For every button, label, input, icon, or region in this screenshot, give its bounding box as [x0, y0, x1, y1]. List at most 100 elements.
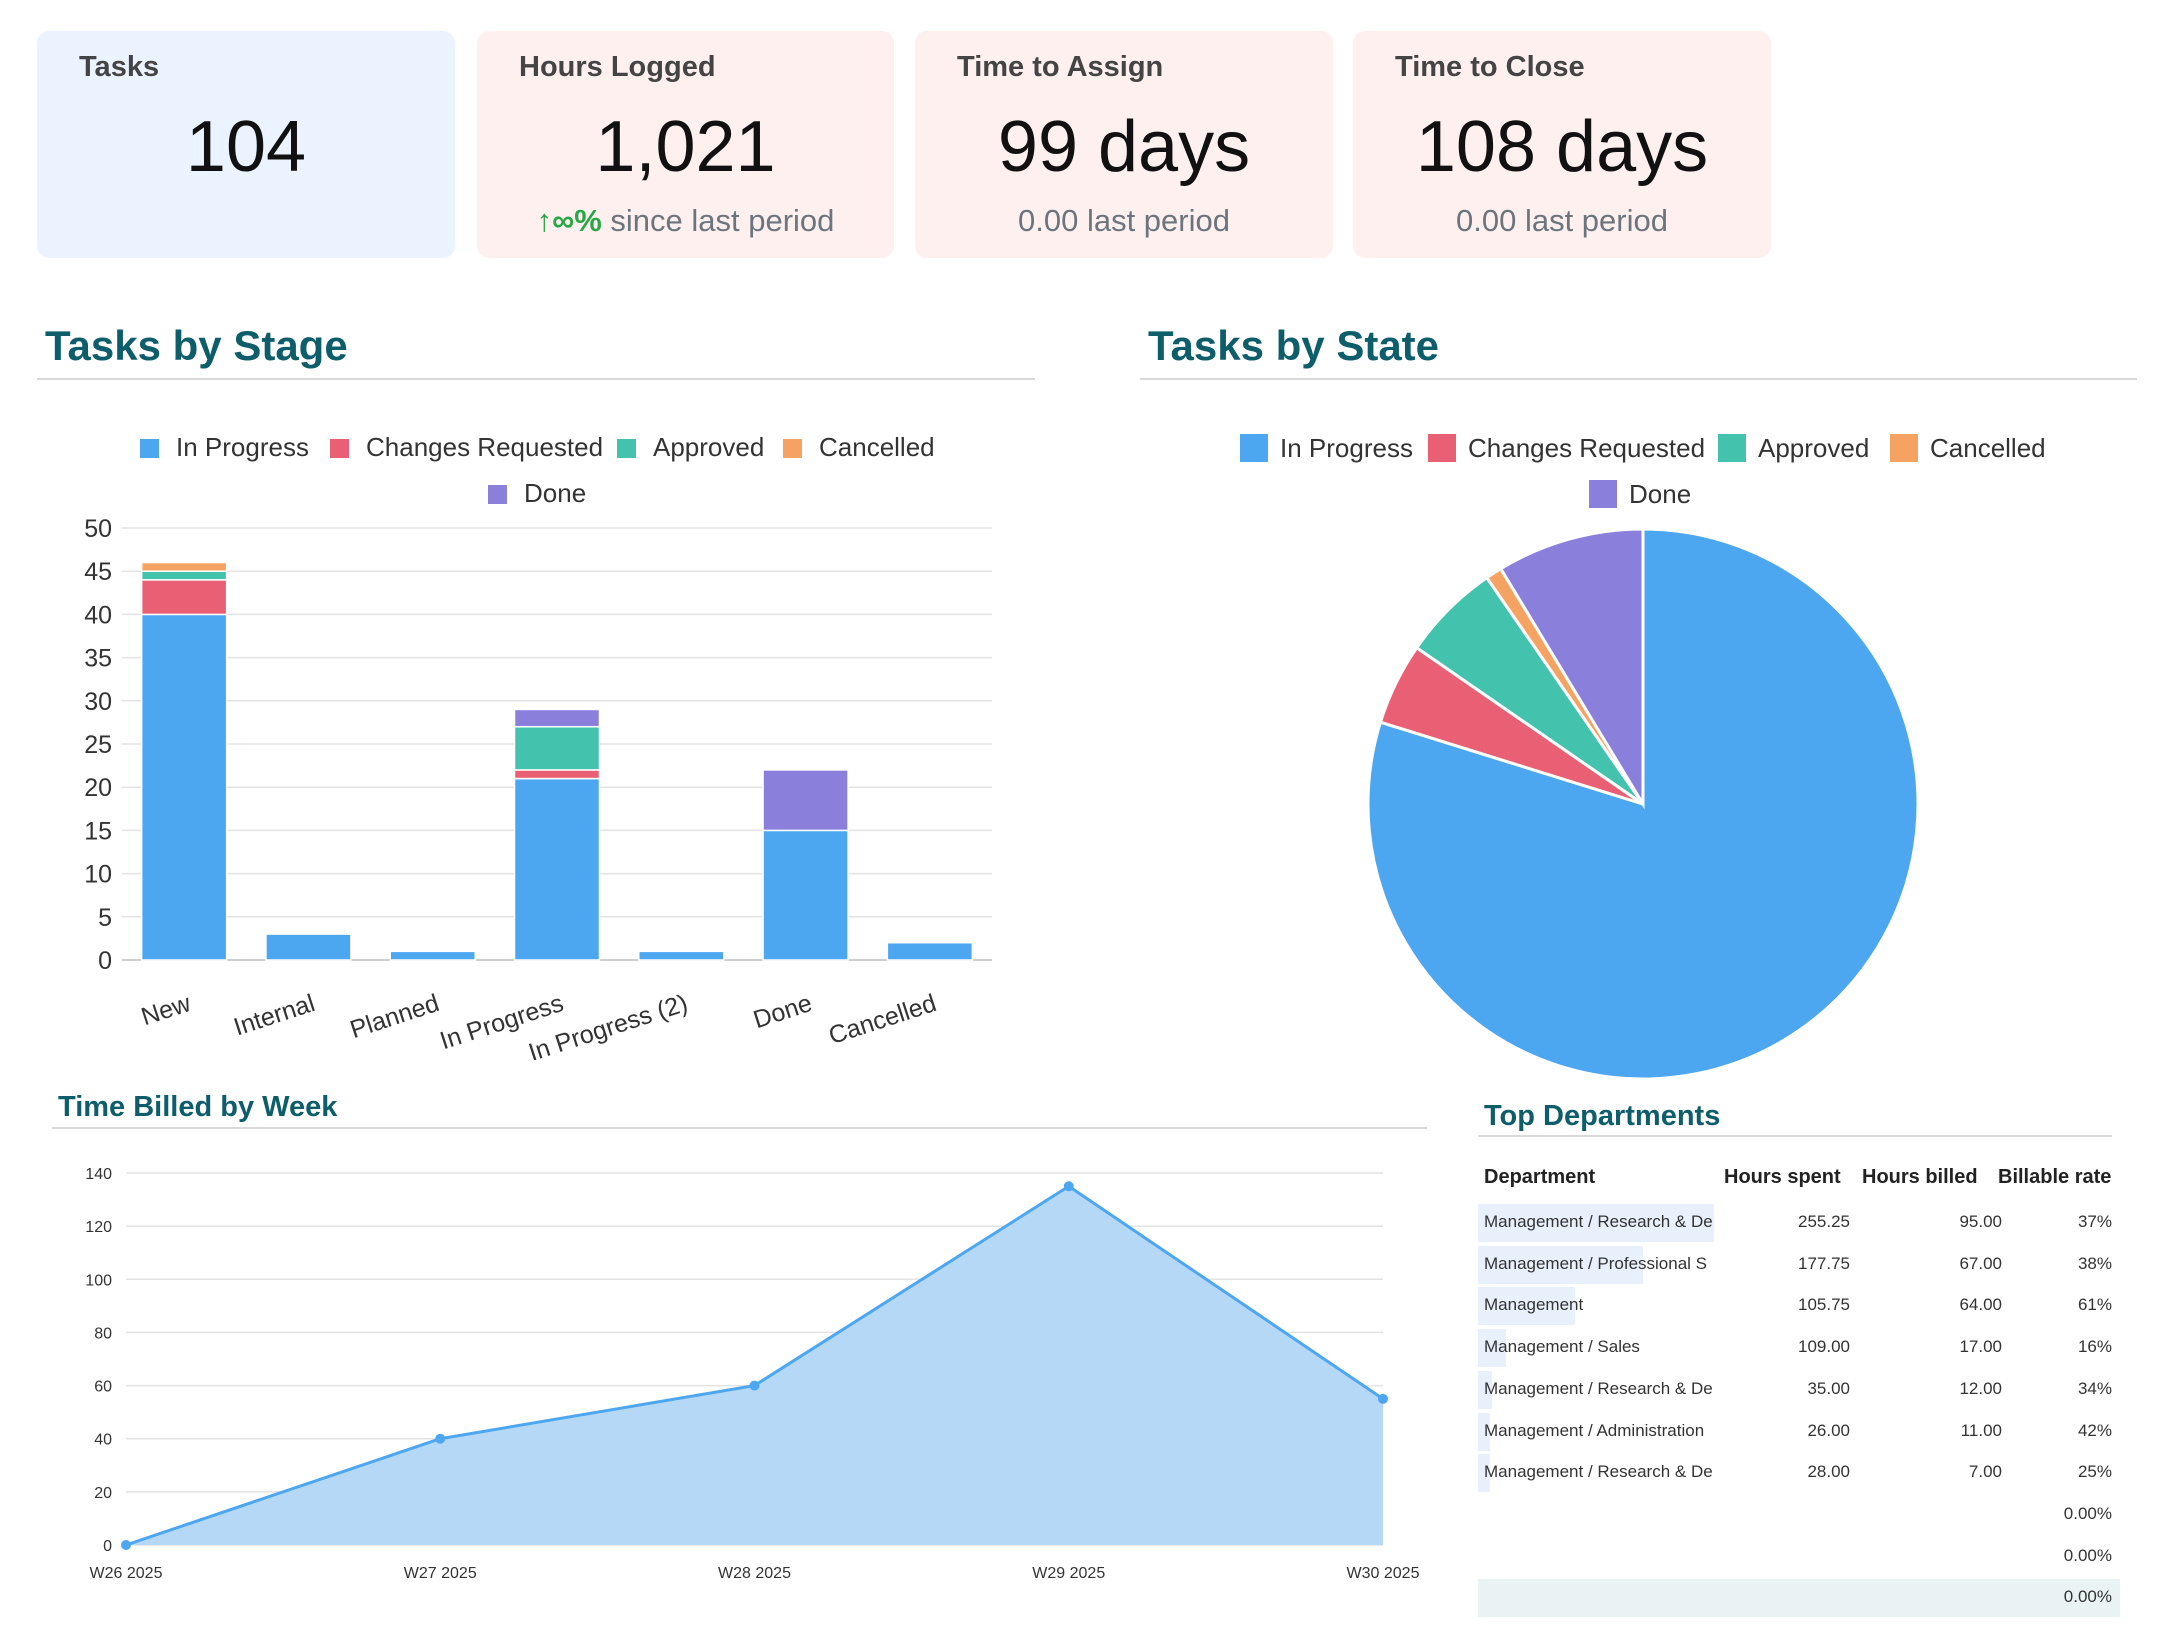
- y-tick-label: 5: [98, 904, 112, 932]
- share-bar: [1478, 1454, 1490, 1493]
- hours-spent-cell: 26.00: [1807, 1420, 1850, 1440]
- x-tick-label: W29 2025: [1032, 1565, 1105, 1582]
- kpi-value: 99 days: [997, 107, 1251, 187]
- section-divider: [37, 378, 1035, 380]
- bar-segment: [513, 725, 601, 771]
- department-cell: Management: [1484, 1295, 1584, 1315]
- table-row[interactable]: Management / Administration 26.00 11.00 42%: [1478, 1411, 2120, 1453]
- y-tick-label: 35: [84, 645, 112, 673]
- trend-up-indicator: ↑∞%: [536, 203, 602, 238]
- legend-label: Approved: [653, 432, 764, 462]
- bar-segment: [140, 579, 228, 616]
- bar-segment: [140, 561, 228, 572]
- kpi-card-tasks[interactable]: Tasks 104: [37, 31, 455, 258]
- table-row[interactable]: Management / Sales 109.00 17.00 16%: [1478, 1327, 2120, 1369]
- billable-rate-cell: 34%: [2077, 1378, 2112, 1398]
- x-tick-label: Done: [750, 989, 815, 1034]
- hours-spent-cell: 105.75: [1798, 1295, 1850, 1315]
- bar-segment: [140, 613, 228, 961]
- share-bar: [1478, 1287, 1575, 1326]
- section-divider: [1478, 1135, 2112, 1137]
- kpi-card-time-to-close[interactable]: Time to Close 108 days 0.00 last period: [1353, 31, 1771, 258]
- tasks-by-stage-chart: In Progress Changes Requested Approved Canc…: [84, 432, 992, 1060]
- y-tick-label: 0: [103, 1538, 112, 1555]
- y-tick-label: 40: [84, 601, 112, 629]
- department-cell: Management / Sales: [1484, 1337, 1640, 1357]
- y-tick-label: 60: [94, 1379, 112, 1396]
- share-bar: [1478, 1370, 1493, 1409]
- bar-segment: [513, 708, 601, 728]
- legend-swatch: [1589, 480, 1617, 508]
- billable-rate-cell: 16%: [2077, 1337, 2112, 1357]
- table-row[interactable]: Management / Research & De 255.25 95.00 37%: [1478, 1202, 2120, 1244]
- legend-label: In Progress: [176, 432, 309, 462]
- data-point: [435, 1433, 446, 1444]
- legend-label: Changes Requested: [366, 432, 603, 462]
- legend-label: Cancelled: [819, 432, 935, 462]
- kpi-title: Hours Logged: [519, 51, 716, 83]
- x-tick-label: Planned: [347, 989, 443, 1044]
- bar-segment: [265, 933, 352, 961]
- kpi-value: 1,021: [595, 107, 776, 187]
- kpi-subtext: since last period: [610, 203, 835, 238]
- table-row[interactable]: Management / Research & De 35.00 12.00 34%: [1478, 1369, 2120, 1411]
- kpi-title: Time to Assign: [957, 51, 1164, 83]
- legend-swatch: [488, 485, 507, 504]
- table-row[interactable]: Management / Research & De 28.00 7.00 25%: [1478, 1452, 2120, 1494]
- billable-rate-cell: 42%: [2077, 1420, 2112, 1440]
- x-tick-label: New: [138, 989, 195, 1031]
- section-title-tasks-by-state: Tasks by State: [1148, 322, 1440, 369]
- table-row[interactable]: 0.00%: [1478, 1536, 2120, 1578]
- column-header-department[interactable]: Department: [1484, 1166, 1596, 1188]
- kpi-card-hours-logged[interactable]: Hours Logged 1,021 ↑∞% since last period: [477, 31, 894, 258]
- y-tick-label: 0: [98, 947, 112, 975]
- kpi-value: 104: [185, 107, 307, 187]
- billable-rate-cell: 38%: [2077, 1253, 2112, 1273]
- table-row[interactable]: Management / Professional S 177.75 67.00 38…: [1478, 1244, 2120, 1286]
- bar-segment: [513, 769, 601, 780]
- column-header-hours-spent[interactable]: Hours spent: [1724, 1166, 1841, 1188]
- y-tick-label: 45: [84, 558, 112, 586]
- section-title-tasks-by-stage: Tasks by Stage: [45, 322, 348, 369]
- hours-billed-cell: 12.00: [1959, 1378, 2002, 1398]
- x-tick-label: W27 2025: [404, 1565, 477, 1582]
- column-header-billable-rate[interactable]: Billable rate: [1998, 1166, 2112, 1188]
- kpi-subtext: 0.00 last period: [1018, 203, 1230, 238]
- x-tick-label: Internal: [230, 989, 318, 1041]
- section-title-top-departments: Top Departments: [1484, 1100, 1721, 1132]
- bar-segment: [762, 829, 849, 961]
- x-tick-label: W26 2025: [90, 1565, 163, 1582]
- billable-rate-cell: 0.00%: [2063, 1587, 2112, 1607]
- data-point: [1063, 1181, 1074, 1192]
- x-tick-label: W30 2025: [1347, 1565, 1420, 1582]
- y-tick-label: 10: [84, 861, 112, 889]
- legend-swatch: [1890, 434, 1918, 462]
- hours-spent-cell: 35.00: [1807, 1378, 1850, 1398]
- section-divider: [1140, 378, 2137, 380]
- billable-rate-cell: 25%: [2077, 1462, 2112, 1482]
- y-tick-label: 140: [85, 1166, 112, 1183]
- legend-label: Done: [1629, 479, 1691, 509]
- hours-billed-cell: 7.00: [1968, 1462, 2002, 1482]
- y-tick-label: 50: [84, 515, 112, 543]
- department-cell: Management / Research & De: [1484, 1378, 1712, 1398]
- legend-label: Cancelled: [1930, 433, 2046, 463]
- legend-label: Done: [524, 478, 586, 508]
- legend-swatch: [1428, 434, 1456, 462]
- hours-billed-cell: 67.00: [1959, 1253, 2002, 1273]
- table-row[interactable]: 0.00%: [1478, 1494, 2120, 1536]
- table-row[interactable]: Management 105.75 64.00 61%: [1478, 1285, 2120, 1327]
- kpi-card-time-to-assign[interactable]: Time to Assign 99 days 0.00 last period: [915, 31, 1333, 258]
- column-header-hours-billed[interactable]: Hours billed: [1862, 1166, 1978, 1188]
- kpi-title: Time to Close: [1395, 51, 1585, 83]
- hours-spent-cell: 28.00: [1807, 1462, 1850, 1482]
- data-point: [121, 1540, 131, 1550]
- x-tick-label: Cancelled: [825, 989, 939, 1050]
- y-tick-label: 20: [94, 1485, 112, 1502]
- data-point: [749, 1380, 760, 1391]
- time-billed-by-week-chart: 0 20 40 60 80 100 120 140 W26 2025 W27 2025 W28 20…: [85, 1166, 1420, 1582]
- table-row[interactable]: 0.00%: [1478, 1577, 2120, 1619]
- billable-rate-cell: 0.00%: [2063, 1545, 2112, 1565]
- billable-rate-cell: 0.00%: [2063, 1503, 2112, 1523]
- hours-billed-cell: 95.00: [1959, 1212, 2002, 1231]
